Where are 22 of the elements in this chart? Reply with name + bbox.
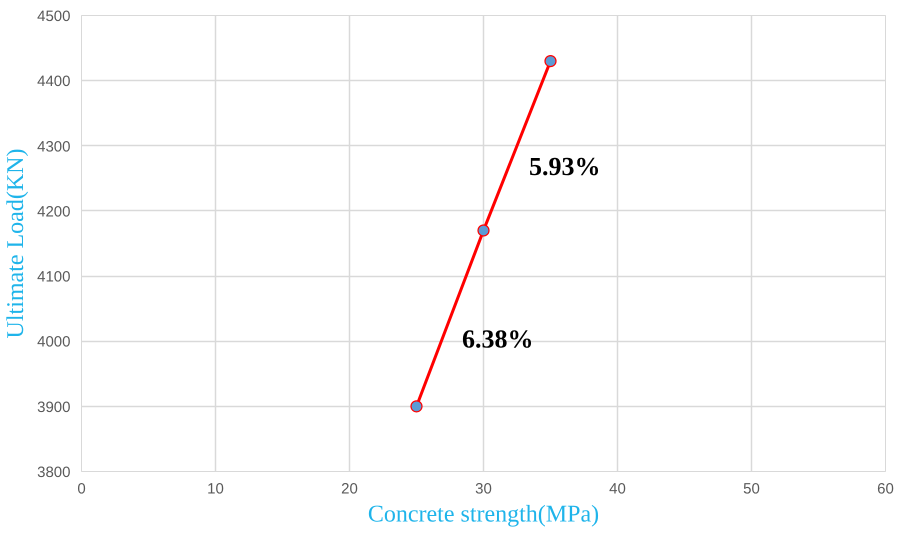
y-tick-label: 4500 <box>37 8 71 25</box>
y-tick-label: 4100 <box>37 268 71 286</box>
y-tick-label: 4400 <box>37 73 71 90</box>
y-tick-label: 4200 <box>37 203 71 220</box>
annotation: 5.93% <box>529 152 600 181</box>
x-tick-label: 40 <box>609 480 626 498</box>
point <box>410 400 423 412</box>
x-tick-label: 0 <box>77 480 86 498</box>
x-tick-label: 10 <box>207 480 224 498</box>
x-tick-label: 60 <box>877 480 894 498</box>
x-axis-title: Concrete strength(MPa) <box>368 502 600 528</box>
y-tick-label: 3900 <box>37 398 71 416</box>
x-tick-label: 30 <box>475 480 492 498</box>
y-tick-label: 4300 <box>37 138 71 156</box>
y-axis-title: Ultimate Load(KN) <box>3 148 30 338</box>
annotation: 6.38% <box>462 324 534 354</box>
y-tick-label: 3800 <box>37 464 71 481</box>
x-tick-label: 50 <box>743 480 760 498</box>
point <box>544 55 557 68</box>
x-tick-label: 20 <box>341 480 358 498</box>
point <box>477 224 490 237</box>
y-tick-label: 4000 <box>37 334 71 351</box>
